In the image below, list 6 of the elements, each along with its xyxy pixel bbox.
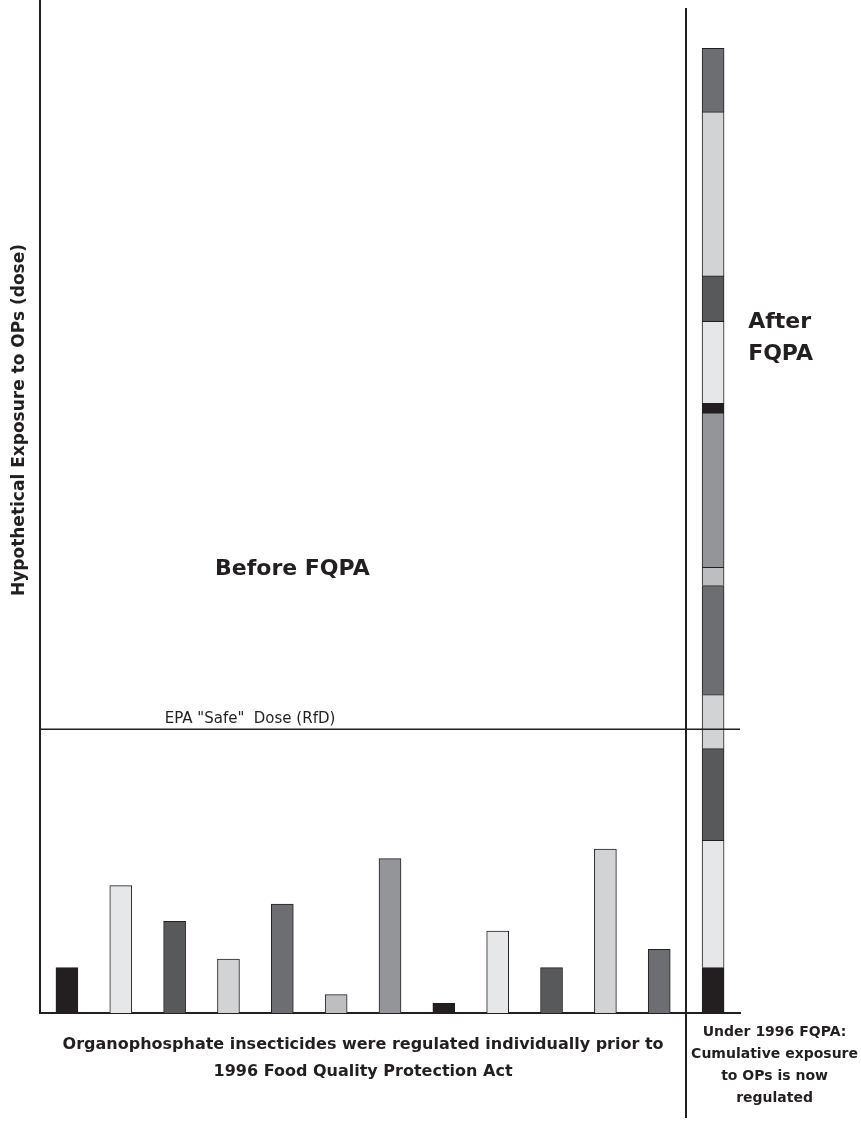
- text: Under 1996 FQPA: Cumulative exposure to OPs is now regulated: [690, 1022, 859, 1107]
- annotation: Before FQPA: [215, 555, 370, 580]
- text: Organophosphate insecticides were regulated individually prior to 1996 Food Quality Protection Act: [61, 1033, 665, 1082]
- y-axis-title: Hypothetical Exposure to OPs (dose): [8, 243, 28, 597]
- ref-line-label: EPA "Safe" Dose (RfD): [164, 708, 336, 727]
- text: After FQPA: [748, 307, 814, 367]
